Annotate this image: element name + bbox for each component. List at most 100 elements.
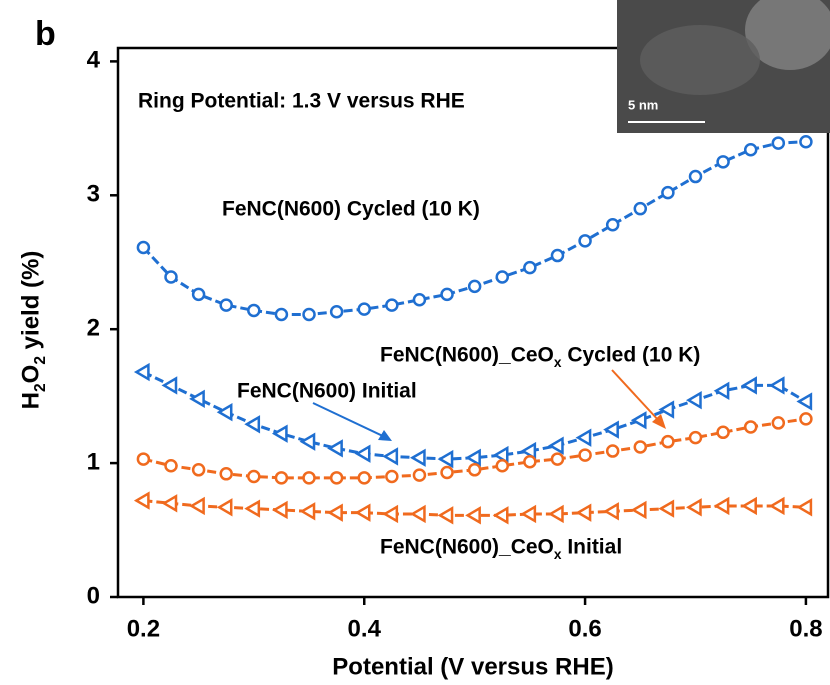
marker: [467, 279, 482, 294]
marker: [661, 185, 675, 200]
marker: [247, 303, 261, 318]
marker: [547, 504, 564, 524]
marker: [299, 432, 316, 451]
marker: [575, 428, 592, 447]
y-tick-label: 4: [87, 47, 101, 74]
marker: [382, 504, 399, 524]
marker: [189, 389, 205, 409]
marker: [327, 439, 343, 458]
marker: [465, 506, 481, 525]
marker: [523, 260, 537, 275]
marker: [409, 504, 426, 524]
marker: [437, 506, 454, 525]
marker: [658, 400, 675, 419]
marker: [465, 448, 481, 467]
marker: [713, 381, 730, 400]
marker: [605, 218, 620, 232]
marker: [440, 287, 454, 302]
x-tick-label: 0.4: [348, 615, 382, 642]
marker: [385, 469, 399, 484]
marker: [440, 465, 454, 480]
marker: [605, 444, 620, 458]
marker: [492, 506, 509, 525]
marker: [409, 448, 426, 467]
marker: [274, 471, 289, 485]
y-tick-label: 0: [87, 582, 100, 609]
marker: [741, 376, 757, 395]
marker: [189, 496, 205, 516]
marker: [520, 441, 537, 461]
marker: [244, 499, 261, 518]
inset-texture: [745, 0, 830, 70]
y-tick-label: 1: [87, 448, 100, 475]
marker: [492, 445, 509, 465]
marker: [299, 502, 316, 521]
marker: [274, 307, 289, 322]
marker: [357, 471, 371, 485]
x-tick-label: 0.2: [127, 615, 160, 642]
marker: [329, 305, 344, 319]
marker: [354, 503, 371, 522]
series-label: FeNC(N600) Cycled (10 K): [222, 198, 480, 221]
panel-label: b: [35, 15, 56, 53]
marker: [550, 248, 565, 263]
marker: [771, 136, 786, 150]
marker: [329, 471, 344, 485]
marker: [796, 498, 813, 517]
inset-texture: [640, 25, 760, 95]
marker: [302, 471, 316, 485]
marker: [191, 463, 206, 477]
marker: [633, 440, 648, 454]
marker: [686, 390, 702, 410]
marker: [219, 467, 233, 481]
x-tick-label: 0.6: [568, 615, 601, 642]
marker: [630, 500, 647, 520]
marker: [271, 500, 288, 520]
plot-frame: [116, 46, 830, 599]
annotation: Ring Potential: 1.3 V versus RHE: [138, 90, 465, 113]
marker: [741, 496, 757, 516]
y-tick-label: 2: [87, 315, 100, 342]
marker: [164, 270, 178, 284]
marker: [550, 452, 565, 466]
x-tick-label: 0.8: [789, 615, 822, 642]
marker: [520, 504, 537, 524]
marker: [412, 468, 427, 482]
inset-image: 5 nm: [617, 0, 830, 133]
marker: [716, 155, 730, 169]
marker: [743, 143, 758, 157]
series-label: FeNC(N600)_CeOx Cycled (10 K): [380, 344, 700, 371]
marker: [547, 436, 564, 455]
marker: [743, 420, 758, 434]
marker: [578, 234, 592, 248]
marker: [523, 455, 537, 469]
marker: [771, 416, 786, 430]
marker: [382, 447, 399, 466]
marker: [161, 376, 178, 395]
marker: [768, 376, 785, 395]
scale-label: 5 nm: [628, 97, 658, 112]
series-label: FeNC(N600)_CeOx Initial: [380, 536, 622, 563]
marker: [768, 496, 785, 516]
marker: [575, 503, 592, 522]
marker: [633, 201, 648, 216]
marker: [688, 169, 703, 184]
marker: [437, 449, 454, 469]
marker: [661, 434, 675, 449]
arrowhead: [652, 414, 666, 429]
marker: [302, 307, 316, 322]
marker: [603, 502, 619, 521]
marker: [247, 469, 261, 484]
marker: [658, 499, 675, 518]
marker: [716, 425, 730, 440]
marker: [216, 498, 233, 517]
marker: [354, 444, 371, 463]
marker: [799, 134, 813, 149]
marker: [133, 491, 150, 510]
marker: [796, 392, 813, 411]
marker: [164, 459, 178, 473]
marker: [495, 270, 510, 284]
marker: [385, 298, 399, 312]
marker: [578, 448, 592, 462]
marker: [467, 463, 482, 477]
